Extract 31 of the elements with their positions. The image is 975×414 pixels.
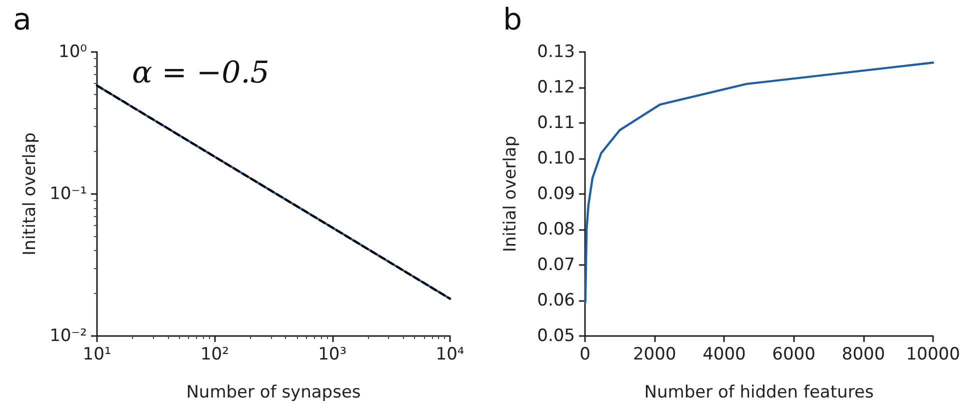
x-axis-title: Number of synapses: [186, 382, 361, 402]
x-tick-label: 10³: [318, 344, 347, 364]
y-tick-label: 0.12: [537, 78, 575, 98]
x-tick-label: 0: [580, 344, 590, 364]
x-axis-title: Number of hidden features: [644, 382, 874, 402]
annotation: α = −0.5: [132, 56, 270, 90]
x-tick-label: 8000: [842, 344, 886, 364]
line-series: [96, 84, 452, 300]
y-tick-label: 0.05: [537, 326, 575, 346]
chart-title: a: [13, 2, 32, 38]
y-tick-label: 0.11: [537, 113, 575, 133]
y-tick-label: 0.13: [537, 42, 575, 62]
chart-title: b: [503, 2, 522, 38]
y-tick-label: 10⁰: [58, 42, 88, 62]
y-tick-label: 0.07: [537, 255, 575, 275]
y-tick-label: 0.06: [537, 290, 575, 310]
x-tick-label: 4000: [702, 344, 746, 364]
x-tick-label: 10¹: [82, 344, 112, 364]
x-tick-label: 10²: [200, 344, 229, 364]
y-axis-title: Initial overlap: [500, 136, 520, 252]
y-tick-label: 0.10: [537, 148, 575, 168]
x-tick-label: 6000: [772, 344, 816, 364]
y-tick-label: 0.08: [537, 220, 575, 240]
x-tick-label: 10⁴: [436, 344, 464, 364]
line-series: [584, 62, 934, 304]
y-axis-title: Initital overlap: [20, 132, 40, 256]
x-tick-label: 10000: [906, 344, 960, 364]
y-tick-label: 10⁻²: [50, 326, 87, 346]
y-tick-label: 10⁻¹: [50, 184, 87, 204]
y-tick-label: 0.09: [537, 184, 575, 204]
x-tick-label: 2000: [632, 344, 676, 364]
